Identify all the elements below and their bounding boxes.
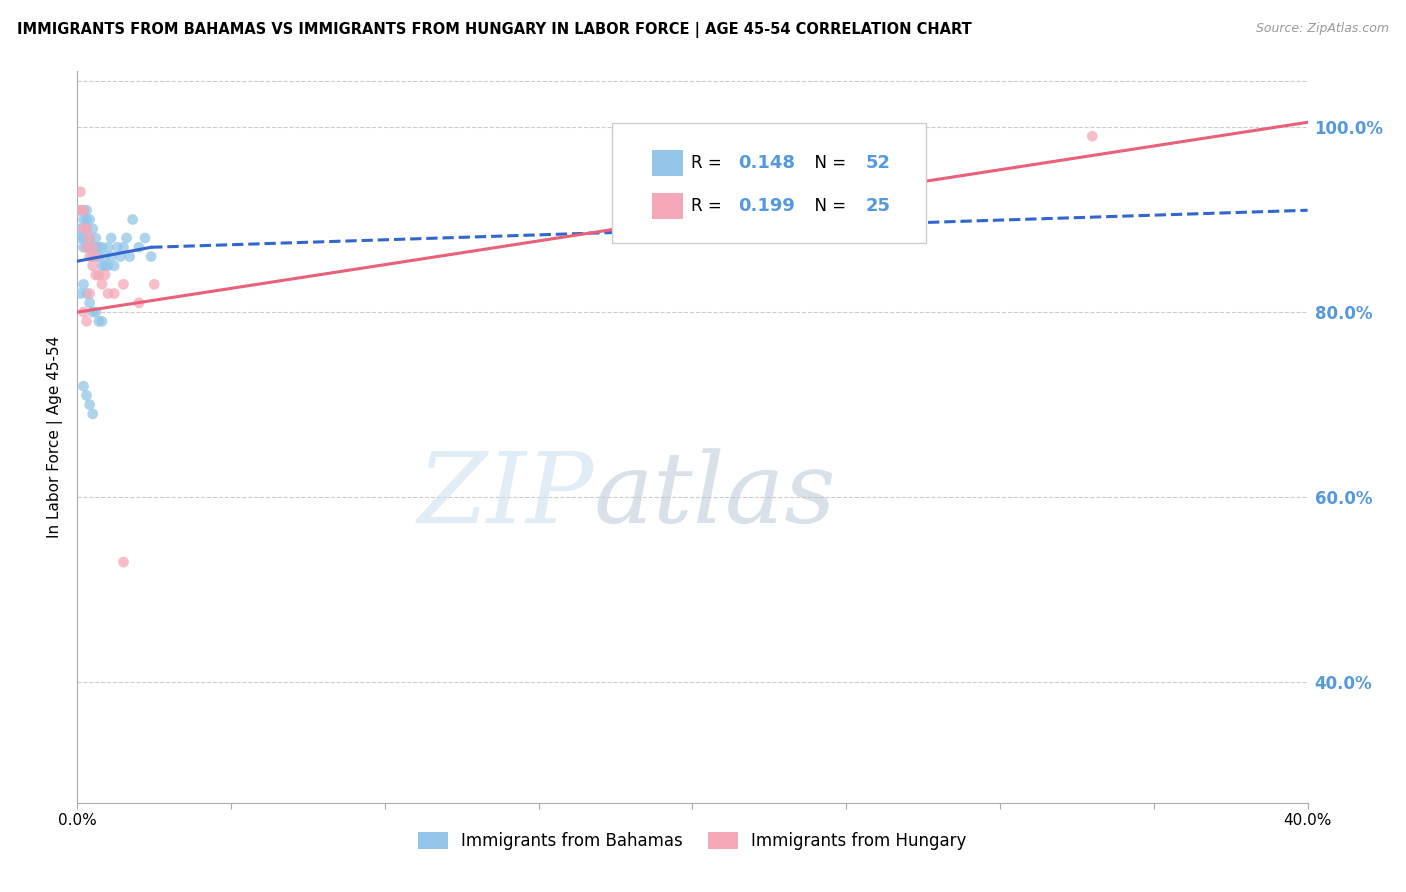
Point [141,250,163,264]
Point [1081,129,1104,144]
Point [79,286,101,301]
Point [82,407,104,421]
Point [100,250,122,264]
Point [94,250,117,264]
FancyBboxPatch shape [613,122,927,244]
Text: N =: N = [804,153,852,172]
Point [90,240,114,254]
Point [82,221,104,235]
Point [87,250,110,264]
Point [79,398,101,412]
Point [128,240,150,254]
Point [84,268,107,282]
Point [82,240,104,254]
Text: R =: R = [692,197,727,215]
Text: 25: 25 [866,197,891,215]
Point [79,250,101,264]
Text: IMMIGRANTS FROM BAHAMAS VS IMMIGRANTS FROM HUNGARY IN LABOR FORCE | AGE 45-54 CO: IMMIGRANTS FROM BAHAMAS VS IMMIGRANTS FR… [17,22,972,38]
Point [76,388,98,402]
Point [72,240,94,254]
Bar [652,193,683,219]
Text: 0.148: 0.148 [738,153,794,172]
Point [90,259,114,273]
Point [100,231,122,245]
Point [103,286,125,301]
Text: Source: ZipAtlas.com: Source: ZipAtlas.com [1256,22,1389,36]
Point [84,250,107,264]
Point [72,203,94,218]
Text: ZIP: ZIP [418,448,595,543]
Point [87,240,110,254]
Point [115,231,138,245]
Point [72,212,94,227]
Point [103,259,125,273]
Point [69,221,91,235]
Point [90,277,114,292]
Bar [652,150,683,176]
Point [69,185,91,199]
Point [90,314,114,328]
Point [82,259,104,273]
Point [112,240,135,254]
Point [69,231,91,245]
Text: N =: N = [804,197,852,215]
Point [72,379,94,393]
Point [76,212,98,227]
Point [69,203,91,218]
Point [72,305,94,319]
Point [84,305,107,319]
Point [94,268,117,282]
Point [84,240,107,254]
Point [97,259,120,273]
Point [72,221,94,235]
Point [79,231,101,245]
Point [79,295,101,310]
Point [76,221,98,235]
Point [76,314,98,328]
Point [76,203,98,218]
Point [69,203,91,218]
Point [84,231,107,245]
Point [121,212,143,227]
Text: atlas: atlas [595,448,837,543]
Point [69,286,91,301]
Text: 52: 52 [866,153,891,172]
Point [112,277,135,292]
Point [134,231,156,245]
Point [76,221,98,235]
Point [118,250,141,264]
Point [79,212,101,227]
Point [82,240,104,254]
Point [76,240,98,254]
Point [128,295,150,310]
Point [143,277,166,292]
Point [105,240,128,254]
Point [79,231,101,245]
Legend: Immigrants from Bahamas, Immigrants from Hungary: Immigrants from Bahamas, Immigrants from… [412,825,973,856]
Point [84,250,107,264]
Text: 0.199: 0.199 [738,197,794,215]
Point [82,305,104,319]
Text: R =: R = [692,153,727,172]
Point [76,286,98,301]
Point [87,268,110,282]
Point [94,259,117,273]
Point [87,314,110,328]
Point [72,231,94,245]
Point [112,555,135,569]
Point [82,250,104,264]
Point [79,240,101,254]
Point [110,250,132,264]
Point [76,240,98,254]
Point [72,277,94,292]
Point [72,203,94,218]
Point [97,286,120,301]
Y-axis label: In Labor Force | Age 45-54: In Labor Force | Age 45-54 [48,336,63,538]
Point [97,240,120,254]
